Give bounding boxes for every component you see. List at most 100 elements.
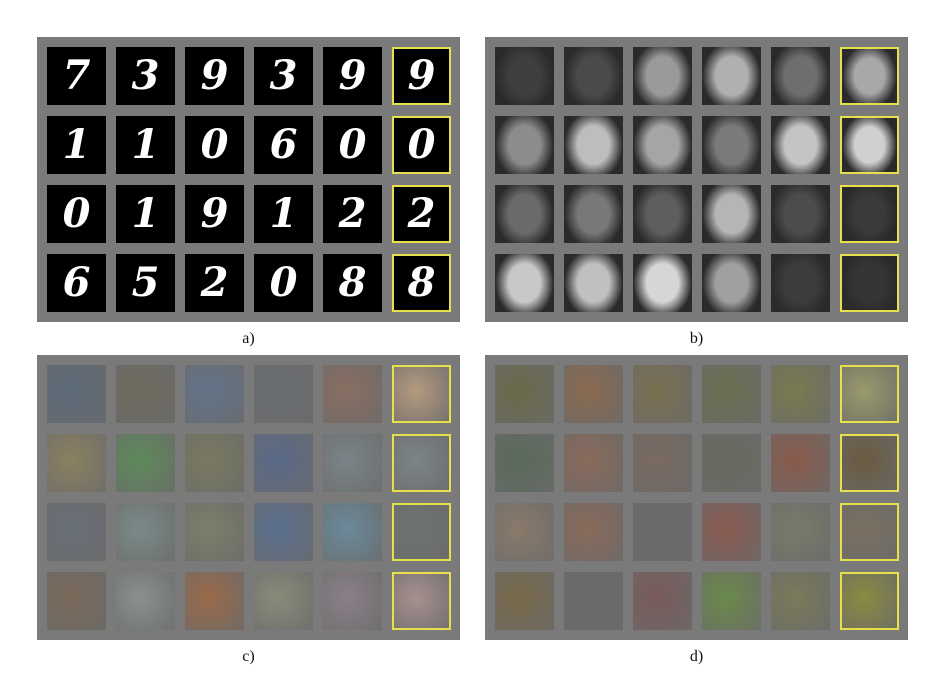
sample-tile [564, 434, 623, 492]
digit-image: 9 [323, 47, 382, 105]
sample-tile [495, 365, 554, 423]
sample-tile: 7 [47, 47, 106, 105]
sample-tile: 6 [47, 254, 106, 312]
sample-tile [771, 254, 830, 312]
sample-tile [185, 572, 244, 630]
highlighted-sample-tile: 0 [392, 116, 451, 174]
digit-image: 3 [254, 47, 313, 105]
sample-tile: 2 [323, 185, 382, 243]
sample-tile [702, 572, 761, 630]
sample-tile [495, 503, 554, 561]
digit-image: 1 [254, 185, 313, 243]
digit-image: 7 [47, 47, 106, 105]
sample-tile: 5 [116, 254, 175, 312]
sample-tile [323, 365, 382, 423]
sample-tile: 1 [116, 185, 175, 243]
digit-image: 6 [254, 116, 313, 174]
sample-tile [47, 572, 106, 630]
digit-image: 0 [394, 118, 449, 172]
sample-tile [702, 365, 761, 423]
sample-tile: 3 [116, 47, 175, 105]
sample-tile [564, 365, 623, 423]
sample-tile [771, 503, 830, 561]
sample-tile [185, 503, 244, 561]
sample-tile [564, 572, 623, 630]
sample-tile [323, 572, 382, 630]
sample-tile [702, 185, 761, 243]
sample-tile: 8 [323, 254, 382, 312]
digit-image: 2 [323, 185, 382, 243]
sample-tile [254, 365, 313, 423]
digit-image: 1 [116, 185, 175, 243]
highlighted-sample-tile [392, 434, 451, 492]
sample-tile: 9 [323, 47, 382, 105]
sample-tile: 6 [254, 116, 313, 174]
sample-tile [564, 185, 623, 243]
sample-tile: 0 [323, 116, 382, 174]
digit-image: 0 [254, 254, 313, 312]
sample-tile [564, 503, 623, 561]
sample-tile [47, 434, 106, 492]
highlighted-sample-tile [840, 116, 899, 174]
sample-tile [633, 503, 692, 561]
sample-tile [323, 434, 382, 492]
highlighted-sample-tile [392, 365, 451, 423]
sample-tile [564, 254, 623, 312]
sample-tile [633, 47, 692, 105]
highlighted-sample-tile [840, 185, 899, 243]
sample-tile: 1 [47, 116, 106, 174]
sample-tile [633, 254, 692, 312]
panel-caption: a) [242, 330, 255, 347]
highlighted-sample-tile [840, 434, 899, 492]
panel-caption: d) [689, 648, 704, 665]
sample-tile [702, 434, 761, 492]
panel-d [485, 355, 908, 640]
digit-image: 2 [394, 187, 449, 241]
digit-image: 8 [323, 254, 382, 312]
digit-image: 1 [116, 116, 175, 174]
sample-tile [495, 185, 554, 243]
highlighted-sample-tile [840, 254, 899, 312]
sample-tile [771, 365, 830, 423]
sample-tile [185, 365, 244, 423]
highlighted-sample-tile [840, 572, 899, 630]
sample-tile [495, 47, 554, 105]
sample-tile: 0 [185, 116, 244, 174]
digit-image: 9 [185, 185, 244, 243]
digit-image: 5 [116, 254, 175, 312]
sample-tile [633, 185, 692, 243]
highlighted-sample-tile: 8 [392, 254, 451, 312]
panel-b [485, 37, 908, 322]
sample-tile: 2 [185, 254, 244, 312]
sample-tile: 1 [254, 185, 313, 243]
sample-tile [323, 503, 382, 561]
highlighted-sample-tile [840, 365, 899, 423]
highlighted-sample-tile [392, 503, 451, 561]
panel-caption: b) [689, 330, 704, 347]
sample-tile [771, 434, 830, 492]
sample-tile [495, 572, 554, 630]
sample-tile [702, 503, 761, 561]
sample-tile [633, 365, 692, 423]
sample-tile [495, 116, 554, 174]
highlighted-sample-tile [392, 572, 451, 630]
sample-tile [47, 365, 106, 423]
sample-tile [116, 434, 175, 492]
sample-tile [564, 47, 623, 105]
sample-tile: 1 [116, 116, 175, 174]
sample-tile [633, 116, 692, 174]
digit-image: 1 [47, 116, 106, 174]
panel-c [37, 355, 460, 640]
digit-image: 9 [394, 49, 449, 103]
sample-tile [633, 572, 692, 630]
highlighted-sample-tile [840, 47, 899, 105]
digit-image: 9 [185, 47, 244, 105]
sample-tile [771, 572, 830, 630]
digit-image: 0 [47, 185, 106, 243]
sample-tile [771, 116, 830, 174]
sample-tile [185, 434, 244, 492]
sample-tile [495, 254, 554, 312]
sample-tile [633, 434, 692, 492]
sample-tile: 0 [47, 185, 106, 243]
